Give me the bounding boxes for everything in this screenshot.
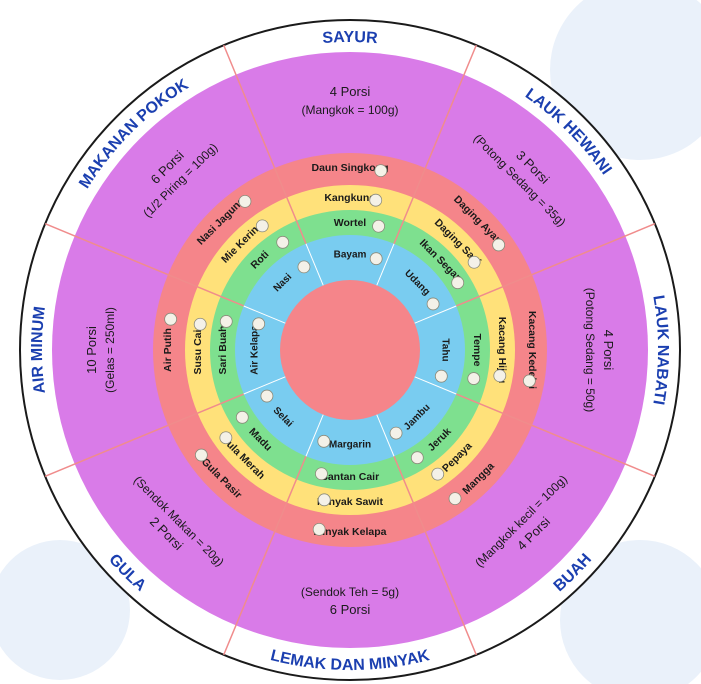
- inner-divider-line: [305, 414, 324, 457]
- food-photo-icon: [493, 369, 507, 383]
- portion-measure-lemak-dan-minyak: (Sendok Teh = 5g): [301, 585, 399, 599]
- sector-divider-line: [44, 223, 245, 307]
- food-photo-icon: [219, 431, 233, 445]
- food-photo-icon: [260, 389, 274, 403]
- food-item-label: Sari Buah: [217, 325, 229, 374]
- food-photo-icon: [238, 194, 252, 208]
- food-photo-icon: [317, 434, 331, 448]
- food-photo-icon: [193, 317, 207, 331]
- sector-divider-line: [455, 223, 656, 307]
- food-photo-icon: [492, 238, 506, 252]
- food-photo-icon: [315, 467, 328, 481]
- food-item-label: Kangkung: [324, 192, 375, 204]
- sector-dividers: [44, 44, 656, 656]
- inner-divider-line: [243, 376, 286, 395]
- category-label-air-minum: AIR MINUM: [29, 305, 49, 394]
- food-photo-icon: [312, 522, 326, 536]
- inner-divider-line: [376, 243, 395, 286]
- food-photo-icon: [431, 467, 445, 481]
- inner-divider-line: [305, 243, 324, 286]
- sector-divider-line: [393, 455, 477, 656]
- center-circle: [280, 280, 420, 420]
- food-photo-icon: [374, 164, 388, 178]
- inner-divider-line: [414, 305, 457, 324]
- food-item-label: Margarin: [329, 440, 371, 451]
- portion-group-lemak-dan-minyak: 6 Porsi (Sendok Teh = 5g): [301, 585, 399, 617]
- food-item-label: Minyak Kelapa: [314, 526, 387, 538]
- food-photo-icon: [219, 315, 233, 328]
- food-item-label: Minyak Sawit: [317, 496, 383, 508]
- inner-divider-line: [414, 376, 457, 395]
- category-label-lauk-nabati: LAUK NABATI: [649, 294, 671, 406]
- inner-divider-line: [376, 414, 395, 457]
- food-photo-icon: [194, 448, 208, 462]
- portion-count-sayur: 4 Porsi: [330, 84, 371, 99]
- inner-divider-line: [243, 305, 286, 324]
- food-photo-icon: [276, 235, 290, 249]
- food-photo-icon: [252, 317, 266, 331]
- food-photo-icon: [467, 372, 481, 385]
- food-photo-icon: [235, 410, 249, 424]
- food-photo-icon: [372, 219, 385, 233]
- food-photo-icon: [448, 492, 462, 506]
- food-photo-icon: [164, 312, 178, 326]
- portion-group-air-minum: 10 Porsi (Gelas = 250ml): [84, 307, 117, 393]
- food-photo-icon: [369, 252, 383, 266]
- sector-divider-line: [455, 393, 656, 477]
- portion-count-lemak-dan-minyak: 6 Porsi: [330, 602, 371, 617]
- food-photo-icon: [467, 255, 481, 269]
- food-item-label: Kacang Hijau: [496, 317, 508, 384]
- food-item-label: Air Kelapa: [250, 325, 261, 375]
- food-photo-icon: [297, 260, 311, 274]
- food-photo-icon: [255, 219, 269, 233]
- food-photo-icon: [369, 193, 383, 207]
- portion-count-lauk-nabati: 4 Porsi: [601, 330, 616, 371]
- portion-count-air-minum: 10 Porsi: [84, 326, 99, 374]
- sector-divider-line: [393, 44, 477, 245]
- food-item-label: Daun Singkong: [312, 162, 389, 174]
- food-photo-icon: [410, 451, 424, 465]
- sector-divider-line: [223, 455, 307, 656]
- food-photo-icon: [434, 369, 448, 383]
- sector-divider-line: [44, 393, 245, 477]
- food-item-label: Bayam: [334, 250, 367, 261]
- food-photo-icon: [451, 276, 465, 290]
- portion-measure-air-minum: (Gelas = 250ml): [103, 307, 117, 393]
- food-item-label: Susu Cair: [192, 325, 204, 374]
- portion-group-lauk-nabati: 4 Porsi (Potong Sedang = 50g): [583, 288, 616, 412]
- food-photo-icon: [522, 374, 536, 388]
- portion-measure-lauk-nabati: (Potong Sedang = 50g): [583, 288, 597, 412]
- sector-divider-line: [223, 44, 307, 245]
- food-item-label: Air Putih: [162, 328, 174, 372]
- food-item-label: Wortel: [334, 217, 367, 229]
- food-item-label: Santan Cair: [321, 471, 379, 483]
- food-photo-icon: [426, 297, 440, 311]
- food-photo-icon: [317, 493, 331, 507]
- food-photo-icon: [389, 426, 403, 440]
- portion-group-sayur: 4 Porsi (Mangkok = 100g): [301, 84, 398, 117]
- category-label-sayur: SAYUR: [322, 29, 379, 47]
- portion-measure-sayur: (Mangkok = 100g): [301, 103, 398, 117]
- food-item-label: Tempe: [471, 333, 483, 366]
- food-item-label: Tahu: [439, 338, 450, 361]
- food-item-label: Kacang Kedelai: [526, 311, 538, 389]
